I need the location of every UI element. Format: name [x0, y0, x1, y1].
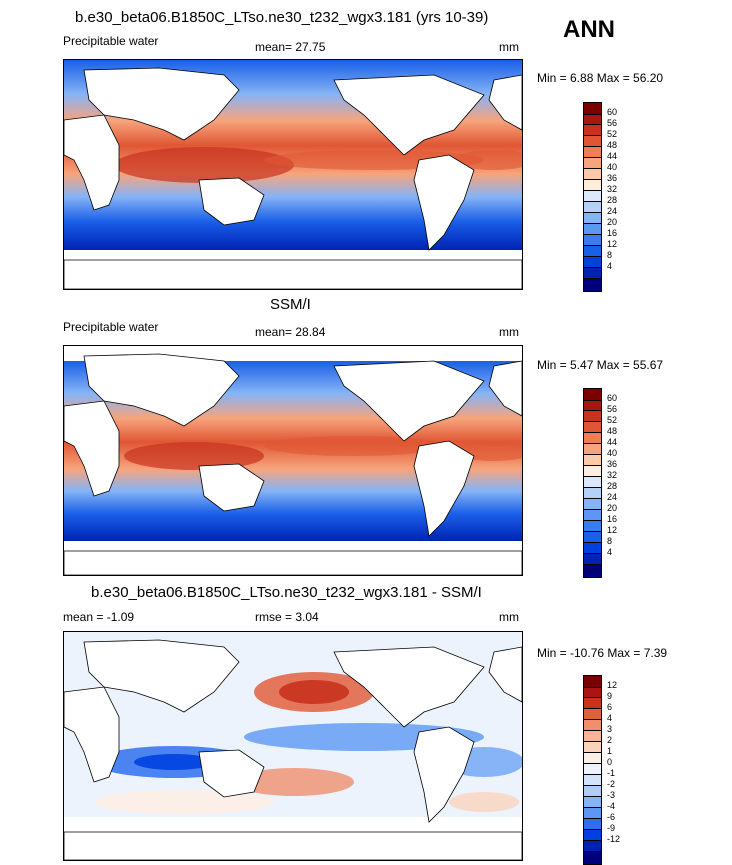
panel2-map	[63, 345, 523, 576]
panel1-cb-label: 20	[607, 217, 618, 227]
panel1-cb-label: 56	[607, 118, 618, 128]
panel2-cb-label: 24	[607, 492, 618, 502]
panel1-mean-label: mean= 27.75	[255, 40, 326, 54]
panel2-minmax: Min = 5.47 Max = 55.67	[537, 358, 664, 372]
panel3-cb-label: -2	[607, 779, 616, 789]
panel1-cb-label: 44	[607, 151, 618, 161]
panel2-cb-label: 56	[607, 404, 618, 414]
panel2-cb-label: 12	[607, 525, 618, 535]
panel1-cb-label: 52	[607, 129, 618, 139]
panel2-units: mm	[499, 325, 519, 339]
panel1-map-svg	[64, 60, 522, 289]
panel1-cb-label: 32	[607, 184, 618, 194]
panel2-cb-label: 32	[607, 470, 618, 480]
panel1-cb-label: 4	[607, 261, 613, 271]
panel1-map	[63, 59, 523, 290]
panel1-cb-label: 28	[607, 195, 618, 205]
panel2-cb-label: 48	[607, 426, 618, 436]
panel1-cb-label: 36	[607, 173, 618, 183]
panel2-cb-label: 16	[607, 514, 618, 524]
panel1-cb-label: 8	[607, 250, 613, 260]
season-label: ANN	[563, 16, 615, 43]
panel2-cb-label: 20	[607, 503, 618, 513]
panel1-title: b.e30_beta06.B1850C_LTso.ne30_t232_wgx3.…	[75, 9, 489, 26]
panel2-cb-label: 4	[607, 547, 613, 557]
panel1-cb-label: 40	[607, 162, 618, 172]
panel1-units: mm	[499, 40, 519, 54]
panel3-continents	[64, 639, 522, 860]
panel2-cb-label: 44	[607, 437, 618, 447]
panel2-mean-label: mean= 28.84	[255, 325, 326, 339]
panel2-cb-label: 60	[607, 393, 618, 403]
panel1-cb-label: 60	[607, 107, 618, 117]
panel2-cb-label: 28	[607, 481, 618, 491]
panel3-cb-label: -12	[607, 834, 621, 844]
panel3-cb-label: -3	[607, 790, 616, 800]
panel2-variable-label: Precipitable water	[63, 320, 159, 334]
panel3-map	[63, 631, 523, 861]
panel3-mean-label: mean = -1.09	[63, 610, 135, 624]
panel2-continents	[64, 353, 522, 575]
panel1-continents	[64, 67, 522, 289]
panel3-cb-label: -9	[607, 823, 616, 833]
panel3-cb-label: 3	[607, 724, 613, 734]
panel3-cb-label: -4	[607, 801, 616, 811]
panel2-cb-label: 52	[607, 415, 618, 425]
panel2-title: SSM/I	[270, 296, 311, 313]
panel3-cb-label: 9	[607, 691, 613, 701]
panel1-minmax: Min = 6.88 Max = 56.20	[537, 71, 664, 85]
panel1-cb-label: 48	[607, 140, 618, 150]
panel2-map-svg	[64, 346, 522, 575]
panel2-colorbar	[583, 388, 602, 578]
panel3-cb-label: 4	[607, 713, 613, 723]
panel3-map-svg	[64, 632, 522, 860]
panel3-title: b.e30_beta06.B1850C_LTso.ne30_t232_wgx3.…	[91, 584, 482, 601]
panel3-colorbar	[583, 675, 602, 865]
panel3-cb-label: 2	[607, 735, 613, 745]
panel3-cb-label: 1	[607, 746, 613, 756]
panel2-cb-label: 36	[607, 459, 618, 469]
panel3-rmse-label: rmse = 3.04	[255, 610, 319, 624]
panel1-colorbar	[583, 102, 602, 292]
panel1-variable-label: Precipitable water	[63, 34, 159, 48]
panel3-cb-label: 12	[607, 680, 618, 690]
panel3-cb-label: 6	[607, 702, 613, 712]
panel2-cb-label: 8	[607, 536, 613, 546]
panel3-minmax: Min = -10.76 Max = 7.39	[537, 646, 668, 660]
panel1-cb-label: 16	[607, 228, 618, 238]
panel1-cb-label: 24	[607, 206, 618, 216]
panel3-cb-label: 0	[607, 757, 613, 767]
panel3-cb-label: -6	[607, 812, 616, 822]
panel3-cb-label: -1	[607, 768, 616, 778]
panel2-cb-label: 40	[607, 448, 618, 458]
panel1-cb-label: 12	[607, 239, 618, 249]
panel3-units: mm	[499, 610, 519, 624]
